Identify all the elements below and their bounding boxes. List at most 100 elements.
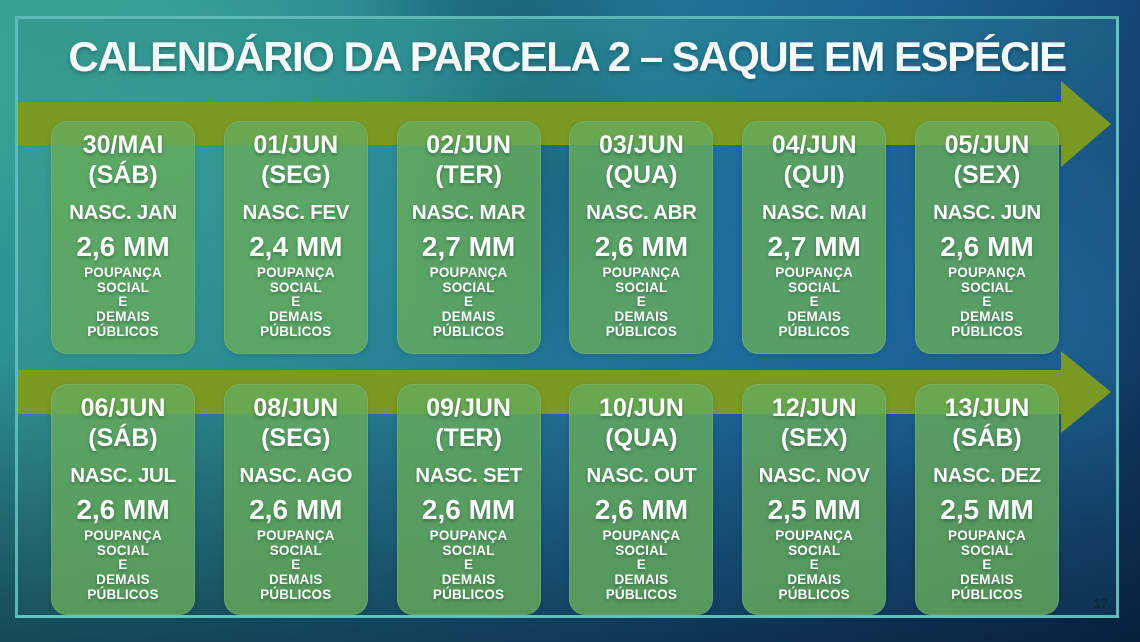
- card-amount: 2,6 MM: [76, 231, 170, 262]
- timeline-card: 04/JUN (QUI) NASC. MAI 2,7 MM POUPANÇA SO…: [742, 121, 887, 354]
- card-note-line: PÚBLICOS: [778, 323, 850, 339]
- card-note-line: PÚBLICOS: [778, 586, 850, 602]
- card-note-line: SOCIAL: [442, 279, 495, 295]
- card-note: POUPANÇA SOCIAL E DEMAIS PÚBLICOS: [401, 265, 537, 340]
- card-amount: 2,4 MM: [249, 231, 343, 262]
- card-note: POUPANÇA SOCIAL E DEMAIS PÚBLICOS: [746, 265, 882, 340]
- card-note-line: PÚBLICOS: [260, 586, 332, 602]
- card-note-line: POUPANÇA: [84, 265, 162, 280]
- card-note: POUPANÇA SOCIAL E DEMAIS PÚBLICOS: [55, 528, 191, 603]
- card-note-line: POUPANÇA: [602, 265, 681, 280]
- card-weekday: (SÁB): [88, 160, 158, 189]
- card-note-line: PÚBLICOS: [87, 586, 159, 602]
- card-amount: 2,6 MM: [940, 231, 1034, 262]
- card-note-line: DEMAIS: [787, 309, 842, 325]
- card-note-line: DEMAIS: [614, 572, 669, 588]
- card-weekday: (QUA): [605, 160, 678, 189]
- card-note-line: POUPANÇA: [256, 528, 335, 543]
- card-birth-month: NASC. AGO: [239, 464, 353, 487]
- card-weekday: (QUA): [605, 423, 678, 452]
- card-weekday: (SEG): [261, 423, 331, 452]
- card-note-line: E: [463, 557, 474, 573]
- card-note-line: DEMAIS: [441, 309, 496, 325]
- slide-title: CALENDÁRIO DA PARCELA 2 – SAQUE EM ESPÉC…: [68, 33, 1067, 80]
- card-note-line: PÚBLICOS: [951, 323, 1023, 339]
- card-note-line: SOCIAL: [788, 279, 841, 295]
- card-note-line: E: [118, 557, 128, 573]
- card-note-line: POUPANÇA: [429, 528, 508, 543]
- card-amount: 2,7 MM: [421, 231, 516, 262]
- card-note-line: PÚBLICOS: [605, 586, 678, 602]
- card-birth-month: NASC. JUL: [70, 464, 176, 487]
- card-date: 08/JUN: [253, 394, 339, 422]
- card-date: 30/MAI: [82, 131, 164, 159]
- card-note-line: E: [982, 294, 992, 310]
- card-note-line: DEMAIS: [268, 309, 323, 325]
- card-amount: 2,6 MM: [594, 231, 689, 262]
- timeline-row-1: 30/MAI (SÁB) NASC. JAN 2,6 MM POUPANÇA SO…: [51, 121, 1059, 354]
- card-note-line: DEMAIS: [268, 572, 323, 588]
- card-note-line: POUPANÇA: [429, 265, 508, 280]
- card-amount: 2,7 MM: [767, 231, 861, 262]
- card-note-line: DEMAIS: [614, 309, 669, 325]
- card-note-line: POUPANÇA: [775, 265, 854, 280]
- card-note-line: DEMAIS: [787, 572, 842, 588]
- card-note-line: SOCIAL: [96, 542, 150, 558]
- card-note-line: DEMAIS: [960, 309, 1014, 325]
- card-date: 09/JUN: [426, 394, 511, 422]
- card-note-line: E: [636, 294, 646, 310]
- timeline-card: 13/JUN (SÁB) NASC. DEZ 2,5 MM POUPANÇA SO…: [914, 384, 1059, 615]
- card-date-block: 10/JUN (QUA): [573, 394, 709, 453]
- card-amount: 2,6 MM: [76, 494, 170, 525]
- card-birth-month: NASC. MAR: [411, 201, 526, 224]
- timeline-card: 02/JUN (TER) NASC. MAR 2,7 MM POUPANÇA SO…: [396, 121, 541, 354]
- card-note-line: PÚBLICOS: [260, 323, 332, 339]
- card-date: 01/JUN: [253, 131, 339, 159]
- card-weekday: (SÁB): [88, 423, 158, 452]
- timeline-card: 05/JUN (SEX) NASC. JUN 2,6 MM POUPANÇA SO…: [914, 121, 1059, 354]
- card-note-line: POUPANÇA: [84, 528, 162, 543]
- card-date-block: 03/JUN (QUA): [573, 131, 709, 190]
- card-note-line: POUPANÇA: [948, 528, 1026, 543]
- card-note-line: SOCIAL: [960, 542, 1014, 558]
- card-date-block: 02/JUN (TER): [401, 131, 537, 190]
- card-date-block: 13/JUN (SÁB): [919, 394, 1055, 453]
- card-note-line: SOCIAL: [269, 279, 322, 295]
- card-note-line: E: [463, 294, 474, 310]
- page-number: 17: [1093, 596, 1108, 611]
- card-birth-month: NASC. ABR: [586, 201, 697, 224]
- timeline-card: 12/JUN (SEX) NASC. NOV 2,5 MM POUPANÇA SO…: [742, 384, 887, 615]
- card-note-line: E: [291, 294, 301, 310]
- timeline-card: 03/JUN (QUA) NASC. ABR 2,6 MM POUPANÇA SO…: [569, 121, 714, 354]
- card-note-line: SOCIAL: [788, 542, 841, 558]
- timeline-card: 30/MAI (SÁB) NASC. JAN 2,6 MM POUPANÇA SO…: [51, 121, 195, 354]
- card-note-line: E: [982, 557, 992, 573]
- card-note-line: PÚBLICOS: [951, 586, 1023, 602]
- card-note-line: POUPANÇA: [602, 528, 681, 543]
- card-note-line: SOCIAL: [442, 542, 495, 558]
- card-weekday: (SEX): [780, 423, 848, 452]
- card-date-block: 12/JUN (SEX): [746, 394, 882, 453]
- card-note: POUPANÇA SOCIAL E DEMAIS PÚBLICOS: [228, 265, 364, 340]
- timeline-arrow-row1-icon: [18, 81, 1111, 167]
- card-amount: 2,5 MM: [940, 494, 1034, 525]
- card-birth-month: NASC. JUN: [933, 201, 1041, 224]
- card-note: POUPANÇA SOCIAL E DEMAIS PÚBLICOS: [55, 265, 191, 340]
- card-note-line: PÚBLICOS: [432, 323, 505, 339]
- timeline-card: 01/JUN (SEG) NASC. FEV 2,4 MM POUPANÇA SO…: [223, 121, 368, 354]
- card-note-line: DEMAIS: [441, 572, 496, 588]
- card-note-line: E: [291, 557, 301, 573]
- card-note: POUPANÇA SOCIAL E DEMAIS PÚBLICOS: [401, 528, 537, 603]
- card-note: POUPANÇA SOCIAL E DEMAIS PÚBLICOS: [573, 265, 709, 340]
- card-note: POUPANÇA SOCIAL E DEMAIS PÚBLICOS: [573, 528, 709, 603]
- card-note-line: SOCIAL: [269, 542, 322, 558]
- card-date: 10/JUN: [599, 394, 684, 422]
- card-date: 12/JUN: [771, 394, 857, 422]
- card-date-block: 09/JUN (TER): [401, 394, 537, 453]
- card-note-line: E: [636, 557, 646, 573]
- card-note: POUPANÇA SOCIAL E DEMAIS PÚBLICOS: [228, 528, 364, 603]
- card-weekday: (SEX): [953, 160, 1021, 189]
- card-birth-month: NASC. DEZ: [933, 464, 1041, 487]
- card-note: POUPANÇA SOCIAL E DEMAIS PÚBLICOS: [746, 528, 882, 603]
- card-date-block: 06/JUN (SÁB): [55, 394, 191, 453]
